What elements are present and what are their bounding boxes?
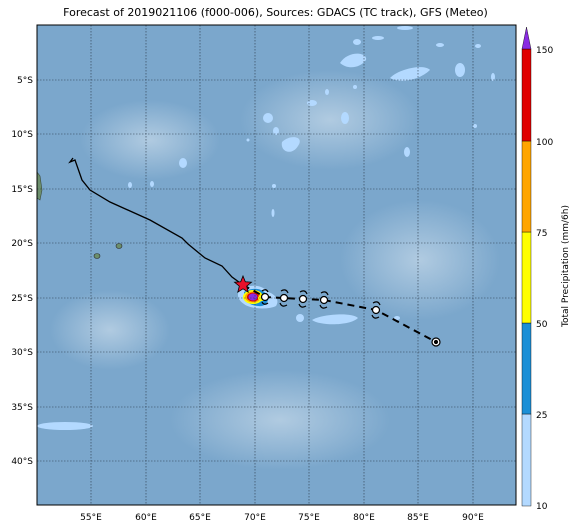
- tropical-cyclone-icon: [319, 291, 329, 309]
- colorbar-tick-label: 50: [536, 320, 548, 330]
- lon-tick-label: 70°E: [244, 513, 266, 523]
- longitude-labels: 55°E 60°E 65°E 70°E 75°E 80°E 85°E 90°E: [80, 513, 484, 523]
- tropical-cyclone-icon: [371, 301, 381, 319]
- cloud-haze: [80, 100, 220, 180]
- madagascar-land: [37, 171, 43, 201]
- lat-tick-label: 5°S: [17, 76, 33, 86]
- cloud-haze: [340, 200, 500, 320]
- colorbar-segment-25-50: [521, 322, 532, 415]
- tropical-cyclone-icon: [431, 337, 441, 347]
- precip-light-areas: [37, 26, 495, 430]
- colorbar-segment-50-75: [521, 231, 532, 324]
- lat-tick-label: 35°S: [11, 403, 33, 413]
- cloud-haze: [50, 290, 170, 370]
- latitude-labels: 5°S 10°S 15°S 20°S 25°S 30°S 35°S 40°S: [11, 76, 33, 467]
- lat-tick-label: 30°S: [11, 348, 33, 358]
- colorbar-extend-arrow: [521, 26, 532, 50]
- reunion-island: [93, 253, 101, 259]
- colorbar-segment-100-150: [521, 48, 532, 142]
- colorbar: 10 25 50 75 100 150 Total Precipitation …: [521, 26, 571, 512]
- map-frame: [36, 24, 517, 506]
- tropical-cyclone-icon: [279, 289, 289, 307]
- colorbar-label: Total Precipitation (mm/6h): [561, 205, 571, 328]
- lon-tick-label: 65°E: [189, 513, 211, 523]
- map-title: Forecast of 2019021106 (f000-006), Sourc…: [63, 6, 488, 19]
- tropical-cyclone-icon: [298, 290, 308, 308]
- graticule: [37, 25, 516, 505]
- forecast-positions: [260, 289, 441, 347]
- colorbar-tick-label: 150: [536, 46, 553, 56]
- tropical-cyclone-icon: [260, 289, 270, 305]
- lon-tick-label: 85°E: [407, 513, 429, 523]
- colorbar-tick-label: 100: [536, 138, 553, 148]
- lat-tick-label: 25°S: [11, 294, 33, 304]
- colorbar-tick-label: 10: [536, 502, 548, 512]
- current-position-star-icon: [233, 274, 253, 293]
- colorbar-tick-label: 25: [536, 411, 547, 421]
- lat-tick-label: 40°S: [11, 457, 33, 467]
- lon-tick-label: 80°E: [353, 513, 375, 523]
- lat-tick-label: 10°S: [11, 130, 33, 140]
- colorbar-tick-label: 75: [536, 229, 547, 239]
- colorbar-segment-10-25: [521, 413, 532, 507]
- lon-tick-label: 75°E: [298, 513, 320, 523]
- lat-tick-label: 20°S: [11, 239, 33, 249]
- lat-tick-label: 15°S: [11, 185, 33, 195]
- lon-tick-label: 55°E: [80, 513, 102, 523]
- observed-track: [68, 157, 244, 286]
- cloud-haze: [170, 370, 390, 470]
- colorbar-ticks: 10 25 50 75 100 150: [536, 46, 553, 512]
- mauritius-island: [115, 243, 123, 249]
- lon-tick-label: 90°E: [462, 513, 484, 523]
- lon-tick-label: 60°E: [135, 513, 157, 523]
- colorbar-segment-75-100: [521, 140, 532, 233]
